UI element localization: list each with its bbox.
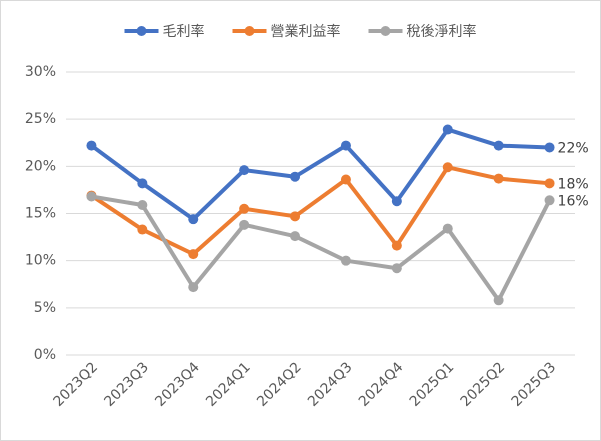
point [239, 203, 250, 214]
point [340, 140, 351, 151]
point [391, 240, 402, 251]
point [290, 211, 301, 222]
point [493, 140, 504, 151]
y-tick-label: 15% [25, 206, 56, 222]
point [391, 196, 402, 207]
point [290, 171, 301, 182]
point [544, 195, 555, 206]
legend-marker [380, 26, 391, 36]
point [137, 200, 148, 211]
point [340, 174, 351, 185]
y-tick-label: 0% [34, 347, 56, 363]
y-tick-label: 30% [25, 64, 56, 80]
point [137, 224, 148, 235]
series-line [90, 165, 550, 257]
series-line [91, 194, 552, 303]
y-tick-label: 20% [25, 158, 56, 174]
point [86, 140, 97, 151]
y-tick-label: 10% [25, 253, 56, 269]
point [137, 178, 148, 189]
point [188, 249, 199, 260]
point [239, 165, 250, 176]
point [290, 231, 301, 242]
y-tick-label: 5% [34, 300, 56, 316]
legend-label: 稅後淨利率 [407, 23, 477, 40]
point [188, 214, 199, 225]
point [442, 223, 453, 234]
point [544, 178, 555, 189]
legend-label: 營業利益率 [271, 23, 341, 40]
value-label: 22% [558, 140, 589, 156]
point [442, 124, 453, 135]
point [493, 173, 504, 184]
point [442, 162, 453, 173]
point [391, 263, 402, 274]
y-tick-label: 25% [25, 111, 56, 127]
point [340, 255, 351, 266]
point [86, 191, 97, 202]
legend: 毛利率 營業利益率 稅後淨利率 [124, 23, 477, 40]
legend-marker [136, 26, 147, 36]
point [188, 282, 199, 293]
legend-marker [244, 26, 255, 36]
legend-label: 毛利率 [163, 23, 205, 40]
value-label: 18% [558, 176, 589, 192]
series-line [90, 127, 550, 222]
point [239, 219, 250, 230]
point [493, 295, 504, 306]
point [544, 142, 555, 153]
value-label: 16% [558, 193, 589, 209]
